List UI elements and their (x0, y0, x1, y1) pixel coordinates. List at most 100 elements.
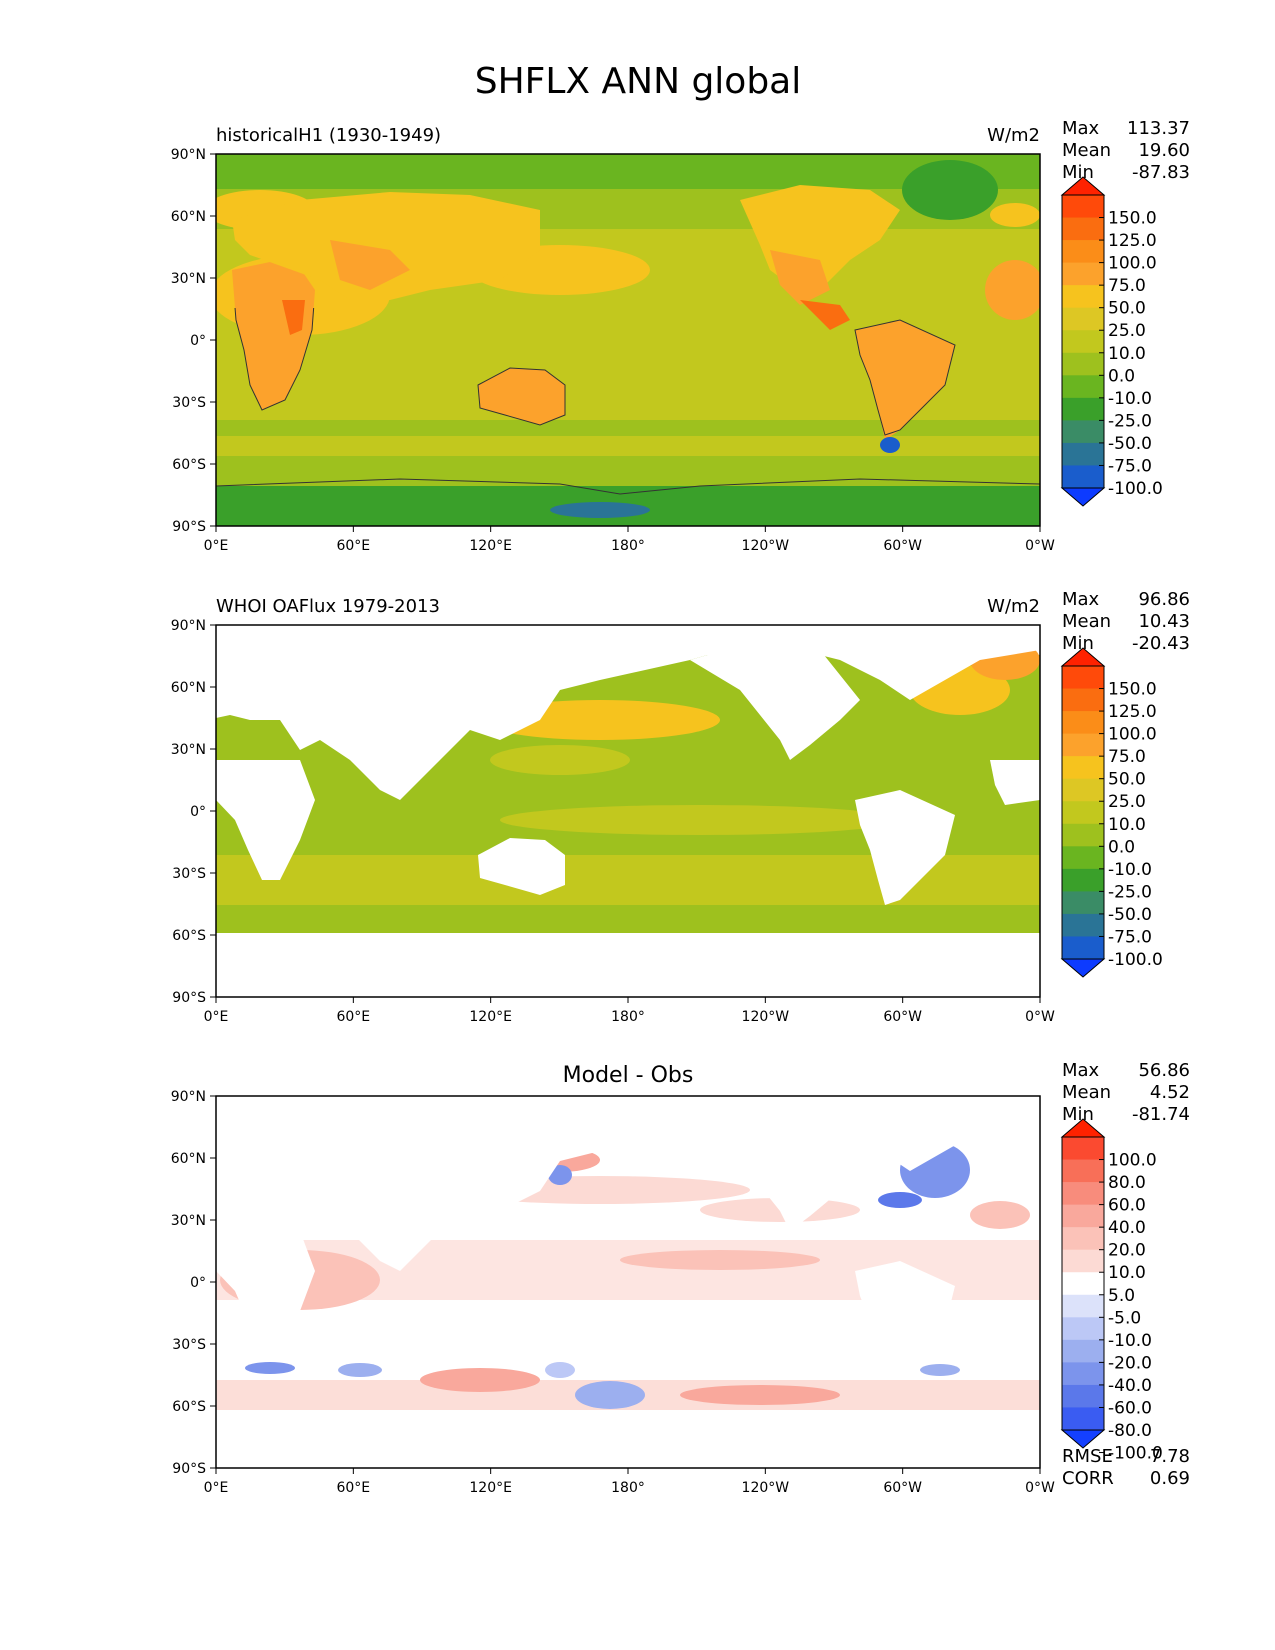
colorbar: 100.080.0 60.040.0 20.010.0 5.0-5.0 -10.0-20… (1060, 1118, 1163, 1464)
coastline (854, 319, 956, 436)
stat-max-label: Max (1062, 1060, 1100, 1081)
colorbar-label: -10.0 (1108, 1331, 1152, 1351)
lat-tick-label: 30°N (171, 271, 206, 287)
lon-tick-label: 0°W (1025, 1480, 1055, 1496)
lat-tick-label: 90°S (172, 519, 206, 535)
lat-tick-label: 60°S (172, 928, 206, 944)
panel-obs: WHOI OAFlux 1979-2013 W/m2 Max 96.86 Mea… (216, 589, 1190, 997)
lon-tick-label: 0°E (204, 1480, 229, 1496)
map-field (216, 154, 1040, 526)
colorbar-segment (1062, 1182, 1104, 1206)
stat-max-value: 113.37 (1127, 118, 1190, 139)
colorbar-segment (1062, 666, 1104, 690)
field-patch (970, 1201, 1030, 1229)
stat-max-label: Max (1062, 118, 1100, 139)
coastline (216, 478, 1040, 495)
lat-tick-label: 0° (190, 333, 206, 349)
field-land (478, 838, 565, 895)
field-land (855, 1261, 955, 1376)
panel-left-title: WHOI OAFlux 1979-2013 (216, 596, 440, 617)
stat-min-label: Min (1062, 1104, 1094, 1125)
colorbar-label: 10.0 (1108, 344, 1146, 364)
field-band (216, 905, 1040, 933)
field-land (855, 790, 955, 905)
field-patch (338, 1363, 382, 1377)
colorbar-segment (1062, 217, 1104, 241)
colorbar-segment (1062, 285, 1104, 309)
colorbar-frame (1061, 194, 1105, 489)
colorbar-segment (1062, 868, 1104, 892)
colorbar-segment (1062, 465, 1104, 489)
footer-stats: RMSE 7.78 CORR 0.69 (1062, 1446, 1190, 1489)
colorbar-label: 60.0 (1108, 1196, 1146, 1216)
colorbar-segment (1062, 1339, 1104, 1363)
stats-block: Max 96.86 Mean 10.43 Min -20.43 (1062, 589, 1190, 654)
lon-tick-label: 0°W (1025, 538, 1055, 554)
lat-tick-label: 60°S (172, 1399, 206, 1415)
colorbar-label: 150.0 (1108, 680, 1157, 700)
lat-tick-label: 90°N (171, 618, 206, 634)
stat-mean-label: Mean (1062, 1082, 1111, 1103)
stat-mean-label: Mean (1062, 611, 1111, 632)
lon-tick-label: 180° (611, 1480, 645, 1496)
lon-tick-label: 180° (611, 1009, 645, 1025)
lat-tick-label: 90°N (171, 1089, 206, 1105)
colorbar-label: 100.0 (1108, 725, 1157, 745)
colorbar-segment (1062, 733, 1104, 757)
colorbar-frame (1061, 665, 1105, 960)
lat-tick-label: 0° (190, 1275, 206, 1291)
colorbar-label: 25.0 (1108, 792, 1146, 812)
colorbar-label: -10.0 (1108, 860, 1152, 880)
lat-tick-label: 30°S (172, 395, 206, 411)
colorbar-label: 40.0 (1108, 1218, 1146, 1238)
colorbar-label: 80.0 (1108, 1173, 1146, 1193)
field-patch (245, 1362, 295, 1374)
colorbar-segment (1062, 195, 1104, 219)
stat-min-value: -20.43 (1132, 633, 1190, 654)
field-land (690, 640, 860, 760)
panel-diff: Model - Obs Max 56.86 Mean 4.52 Min -81.… (216, 1060, 1190, 1489)
field-land (690, 1111, 860, 1231)
colorbar-label: 150.0 (1108, 209, 1157, 229)
map-field (216, 625, 1040, 997)
colorbar: 150.0125.0100.075.050.025.010.00.0-10.0-… (1060, 176, 1163, 507)
stat-mean-value: 10.43 (1138, 611, 1190, 632)
field-land (282, 300, 305, 335)
colorbar-label: 5.0 (1108, 1286, 1135, 1306)
lon-tick-label: 120°W (742, 1009, 790, 1025)
field-land (216, 760, 315, 880)
colorbar-label: -50.0 (1108, 905, 1152, 925)
colorbar-segment (1062, 936, 1104, 960)
lat-tick-label: 30°S (172, 866, 206, 882)
lat-tick-label: 60°N (171, 680, 206, 696)
coastlines (216, 308, 1040, 495)
lat-tick-label: 90°S (172, 990, 206, 1006)
stat-max-label: Max (1062, 589, 1100, 610)
field-land (216, 933, 1040, 997)
colorbar: 150.0125.0100.075.050.025.010.00.0-10.0-… (1060, 647, 1163, 978)
colorbar-label: -10.0 (1108, 389, 1152, 409)
lon-tick-label: 120°E (469, 538, 512, 554)
colorbar-segment (1062, 420, 1104, 444)
colorbar-label: 0.0 (1108, 366, 1135, 386)
lat-tick-label: 60°N (171, 1151, 206, 1167)
stat-rmse-value: 7.78 (1150, 1446, 1190, 1467)
colorbar-label: -100.0 (1108, 479, 1163, 499)
colorbar-label: -50.0 (1108, 434, 1152, 454)
panel-center-title: Model - Obs (563, 1063, 694, 1088)
field-land (478, 368, 565, 425)
lon-tick-label: 120°W (742, 538, 790, 554)
colorbar-label: 50.0 (1108, 770, 1146, 790)
field-patch (620, 1250, 820, 1270)
colorbar-segment (1062, 330, 1104, 354)
lon-tick-label: 120°E (469, 1009, 512, 1025)
field-patch (920, 1364, 960, 1376)
colorbar-segment (1062, 823, 1104, 847)
map-axes: 90°N 60°N 30°N 0° 30°S 60°S 90°S 0°E 60°E 120°E 18… (171, 147, 1055, 554)
field-patch (880, 437, 900, 453)
map-axes: 90°N 60°N 30°N 0° 30°S 60°S 90°S 0°E 60°E 120°E 18… (171, 1089, 1055, 1496)
stat-rmse-label: RMSE (1062, 1446, 1113, 1467)
colorbar-label: -75.0 (1108, 456, 1152, 476)
field-land (216, 1096, 1040, 1271)
